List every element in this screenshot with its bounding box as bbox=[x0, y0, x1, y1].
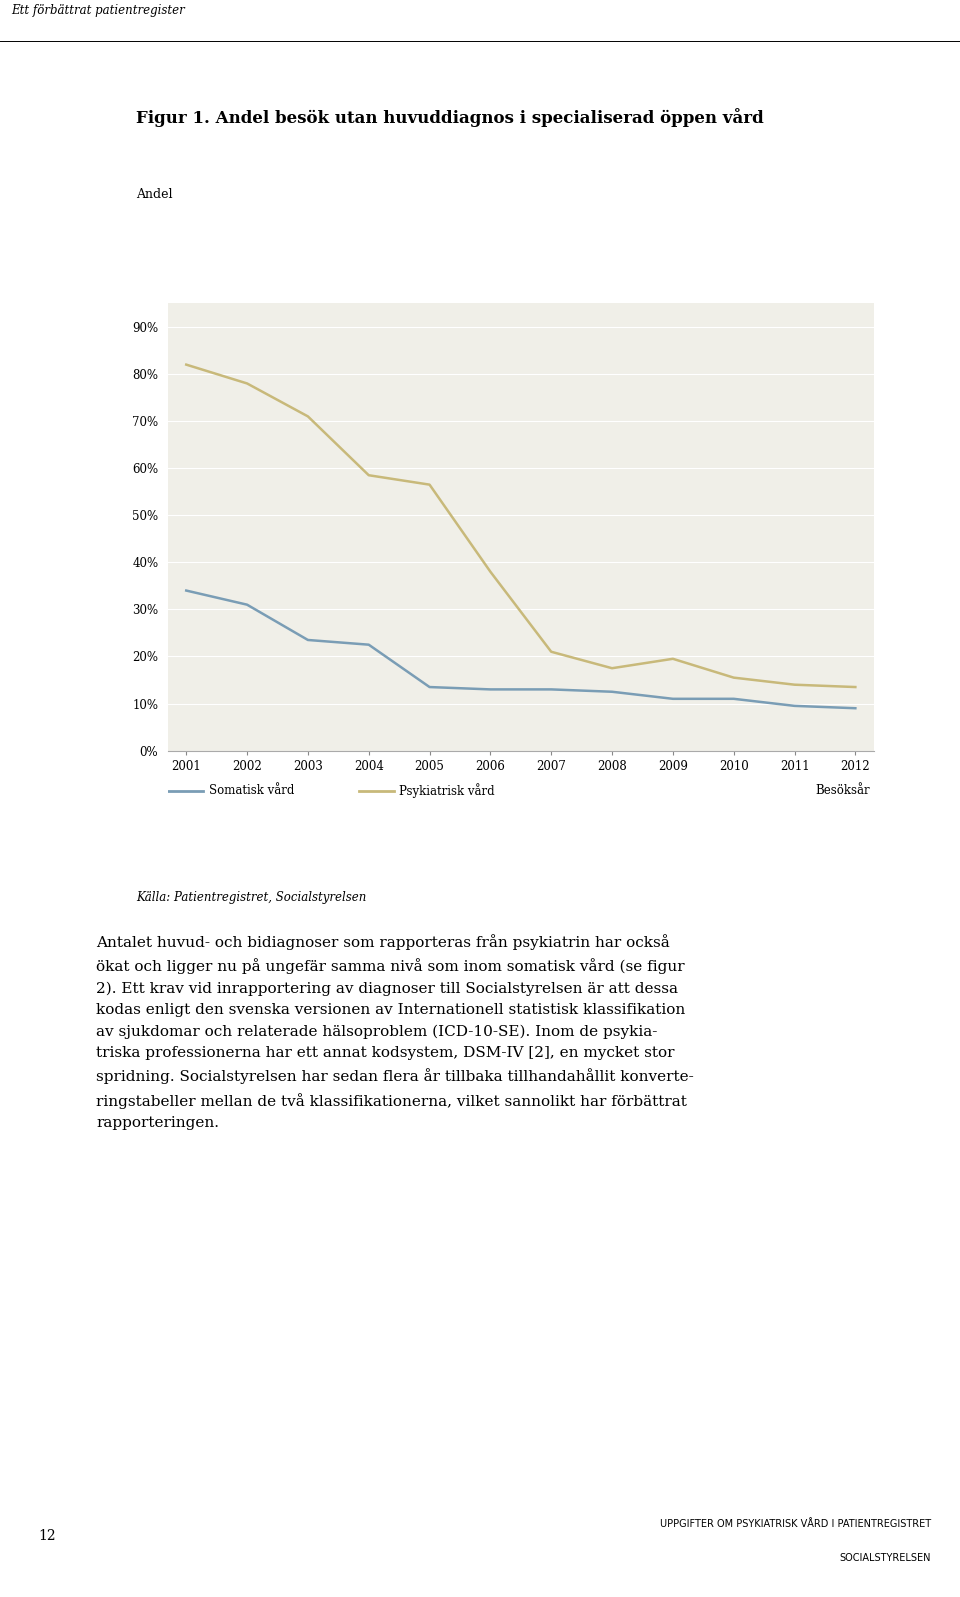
Text: Somatisk vård: Somatisk vård bbox=[209, 784, 295, 797]
Text: Besöksår: Besöksår bbox=[815, 784, 870, 797]
Text: Andel: Andel bbox=[136, 187, 173, 201]
Text: Figur 1. Andel besök utan huvuddiagnos i specialiserad öppen vård: Figur 1. Andel besök utan huvuddiagnos i… bbox=[136, 107, 764, 126]
Text: Ett förbättrat patientregister: Ett förbättrat patientregister bbox=[12, 5, 185, 18]
Text: UPPGIFTER OM PSYKIATRISK VÅRD I PATIENTREGISTRET: UPPGIFTER OM PSYKIATRISK VÅRD I PATIENTR… bbox=[660, 1519, 931, 1530]
Text: 12: 12 bbox=[38, 1528, 56, 1543]
Text: Antalet huvud- och bidiagnoser som rapporteras från psykiatrin har också
ökat oc: Antalet huvud- och bidiagnoser som rappo… bbox=[96, 934, 694, 1131]
Text: Källa: Patientregistret, Socialstyrelsen: Källa: Patientregistret, Socialstyrelsen bbox=[136, 891, 367, 904]
Text: SOCIALSTYRELSEN: SOCIALSTYRELSEN bbox=[840, 1552, 931, 1563]
Text: Psykiatrisk vård: Psykiatrisk vård bbox=[399, 783, 495, 798]
